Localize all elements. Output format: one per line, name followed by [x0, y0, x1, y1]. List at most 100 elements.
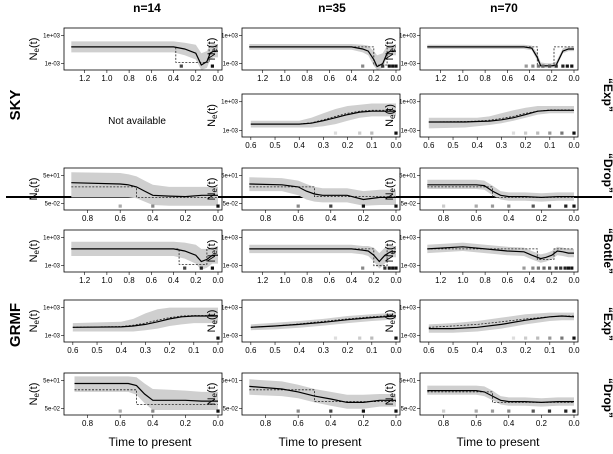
x-tick-label: 0.8	[302, 74, 314, 83]
true-trajectory-line	[71, 46, 218, 63]
column-title-n35: n=35	[318, 1, 346, 15]
sample-marker	[524, 336, 528, 340]
y-axis-label: Ne(t)	[384, 178, 397, 201]
sample-marker	[474, 409, 478, 413]
y-axis-label: Ne(t)	[28, 240, 41, 263]
x-tick-label: 1.0	[101, 276, 113, 285]
estimate-line	[250, 315, 397, 328]
x-tick-label: 0.4	[147, 214, 159, 223]
sample-marker	[383, 266, 387, 270]
confidence-band	[427, 385, 574, 407]
panel-frame	[419, 299, 579, 343]
sample-marker	[536, 336, 540, 340]
true-trajectory-line	[71, 186, 218, 198]
y-tick-label-high: 1e+03	[221, 306, 239, 312]
y-axis-label: Ne(t)	[28, 178, 41, 201]
y-tick-label-high: 5e+01	[43, 379, 61, 385]
sample-marker	[394, 131, 398, 135]
x-tick-label: 0.4	[503, 419, 515, 428]
panel-frame	[241, 167, 401, 211]
confidence-band	[427, 44, 574, 68]
sample-marker	[370, 336, 374, 340]
sample-marker	[542, 266, 546, 270]
estimate-line	[427, 184, 574, 199]
panel-frame	[63, 167, 223, 211]
x-tick-label: 0.2	[342, 346, 354, 355]
sample-marker	[531, 204, 535, 208]
x-tick-label: 0.2	[180, 214, 192, 223]
y-axis-label: Ne(t)	[206, 383, 219, 406]
estimate-line	[72, 315, 218, 328]
sample-marker	[524, 131, 528, 135]
x-tick-label: 0.1	[366, 141, 378, 150]
x-axis-title-n70: Time to present	[457, 435, 541, 449]
sample-marker	[564, 409, 568, 413]
x-tick-label: 0.2	[342, 141, 354, 150]
x-tick-label: 0.3	[496, 141, 508, 150]
sample-marker	[394, 409, 398, 413]
sample-marker	[548, 336, 552, 340]
estimate-line	[71, 182, 218, 198]
x-tick-label: 0.0	[390, 419, 402, 428]
x-tick-label: 0.4	[325, 419, 337, 428]
x-tick-label: 0.5	[447, 346, 459, 355]
sample-marker	[210, 266, 214, 270]
y-tick-label-low: 1e-03	[223, 129, 239, 135]
x-tick-label: 0.4	[346, 276, 358, 285]
x-tick-label: 0.6	[324, 74, 336, 83]
sample-marker	[151, 204, 155, 208]
true-trajectory-line	[427, 46, 574, 67]
x-tick-label: 0.4	[524, 276, 536, 285]
estimate-line	[250, 110, 396, 125]
x-tick-label: 1.0	[279, 276, 291, 285]
sample-marker	[296, 409, 300, 413]
x-tick-label: 0.0	[390, 276, 402, 285]
x-tick-label: 0.8	[480, 276, 492, 285]
estimate-line	[427, 46, 574, 67]
sample-marker	[391, 64, 395, 68]
y-tick-label-low: 1e-03	[223, 62, 239, 68]
x-tick-label: 0.8	[82, 214, 94, 223]
sample-marker	[361, 204, 365, 208]
sample-marker	[329, 409, 333, 413]
x-tick-label: 0.6	[245, 346, 257, 355]
y-tick-label-low: 1e-03	[45, 62, 61, 68]
x-tick-label: 0.8	[260, 214, 272, 223]
confidence-band	[249, 244, 396, 269]
estimate-line	[71, 46, 218, 66]
true-trajectory-line	[249, 186, 396, 197]
x-tick-label: 1.0	[279, 74, 291, 83]
y-axis-label: Ne(t)	[384, 310, 397, 333]
column-title-n70: n=70	[490, 1, 518, 15]
group-label-sky: SKY	[7, 90, 24, 121]
sample-marker	[536, 266, 540, 270]
panel-frame	[419, 27, 579, 71]
estimate-line	[427, 246, 574, 260]
x-tick-label: 0.8	[260, 419, 272, 428]
y-tick-label-low: 1e-03	[401, 129, 417, 135]
x-tick-label: 0.8	[82, 419, 94, 428]
row-label-grmf-drop: “Drop”	[601, 378, 613, 418]
sample-marker	[560, 336, 564, 340]
confidence-band	[427, 242, 574, 263]
y-axis-label: Ne(t)	[28, 383, 41, 406]
y-tick-label-high: 1e+03	[221, 100, 239, 106]
x-tick-label: 0.2	[520, 141, 532, 150]
x-tick-label: 0.8	[124, 276, 136, 285]
confidence-band	[249, 379, 396, 409]
confidence-band	[249, 44, 396, 70]
sample-marker	[358, 336, 362, 340]
sample-marker	[531, 266, 535, 270]
row-label-sky-drop: “Drop”	[601, 153, 613, 193]
sample-marker	[394, 64, 398, 68]
confidence-band	[74, 376, 218, 410]
x-tick-label: 0.6	[471, 214, 483, 223]
x-tick-label: 0.0	[212, 214, 224, 223]
x-tick-label: 0.5	[91, 346, 103, 355]
x-tick-label: 0.8	[302, 276, 314, 285]
x-tick-label: 0.4	[524, 74, 536, 83]
